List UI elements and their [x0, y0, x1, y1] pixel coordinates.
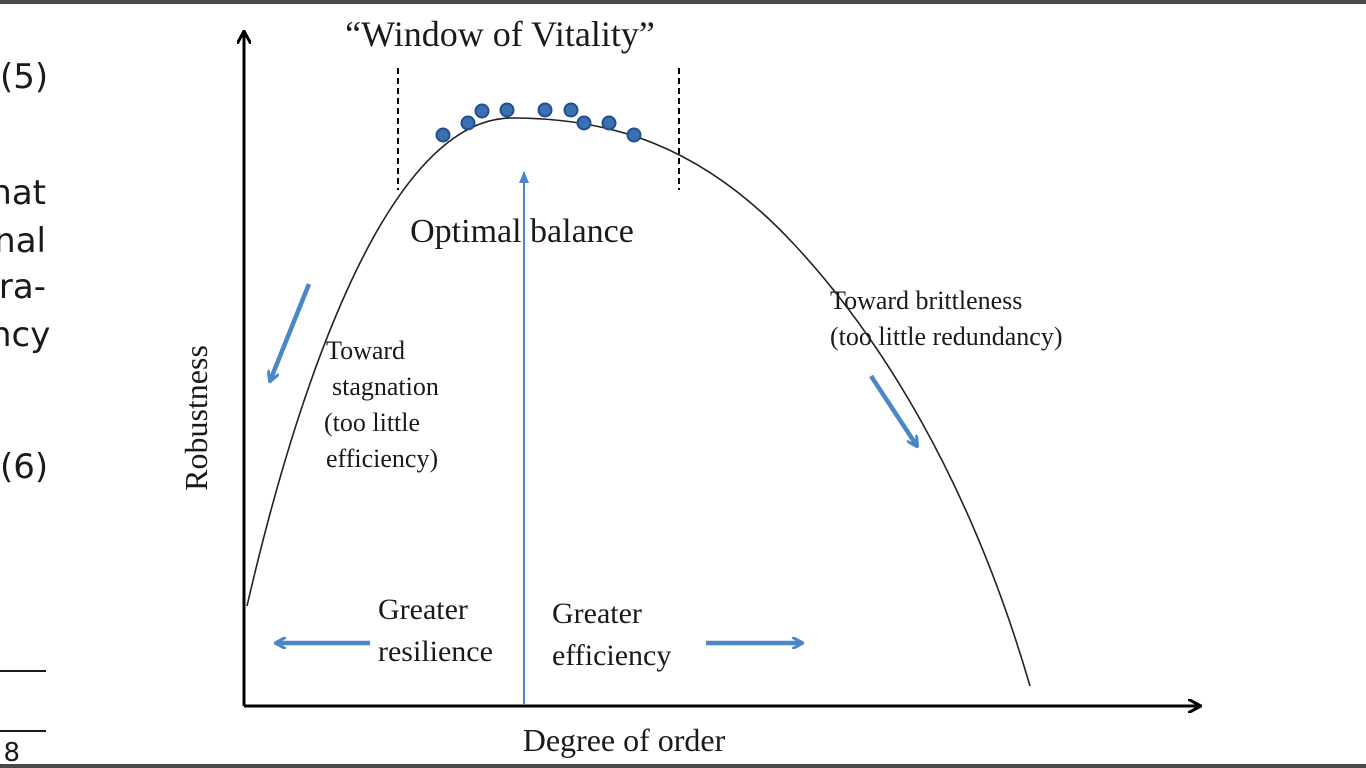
- vitality-dots: [435, 102, 642, 143]
- right-annotation-line-2: (too little redundancy): [830, 322, 1062, 351]
- bottom-border: [0, 764, 1366, 768]
- top-border: [0, 0, 1366, 4]
- right-annotation-line-1: Toward brittleness: [830, 286, 1022, 315]
- y-axis-label: Robustness: [178, 345, 214, 491]
- vitality-dot: [563, 102, 579, 118]
- left-annotation-line-4: efficiency): [326, 444, 438, 473]
- greater-resilience-label-2: resilience: [378, 635, 493, 668]
- footnote-rule-2: [0, 730, 46, 732]
- vitality-dot: [626, 127, 642, 143]
- optimal-balance-label: Optimal balance: [410, 213, 634, 250]
- cut-text-line-3: ra-: [0, 267, 46, 307]
- vitality-dot: [499, 102, 515, 118]
- vitality-dot: [435, 127, 451, 143]
- left-annotation-line-2: stagnation: [332, 372, 439, 401]
- page-number: 8: [3, 738, 20, 768]
- left-annotation-line-1: Toward: [326, 336, 405, 365]
- left-annotation-line-3: (too little: [324, 408, 420, 437]
- greater-efficiency-label-2: efficiency: [552, 639, 671, 672]
- equation-number-5: (5): [0, 57, 49, 97]
- toward-brittleness-arrow: [869, 374, 917, 446]
- vitality-dot: [601, 115, 617, 131]
- toward-stagnation-arrow: [270, 283, 312, 381]
- greater-resilience-label-1: Greater: [378, 593, 468, 626]
- vitality-dot: [474, 103, 490, 119]
- vitality-dot: [576, 115, 592, 131]
- cut-text-line-1: hat: [0, 173, 46, 213]
- diagram-title: “Window of Vitality”: [345, 14, 655, 54]
- x-axis-label: Degree of order: [523, 722, 726, 758]
- equation-number-6: (6): [0, 447, 49, 487]
- vitality-dot: [537, 102, 553, 118]
- cut-text-line-2: nal: [0, 221, 46, 261]
- footnote-rule-1: [0, 670, 46, 672]
- vitality-dot: [460, 115, 476, 131]
- cut-text-line-4: ncy: [0, 315, 51, 355]
- greater-efficiency-label-1: Greater: [552, 597, 642, 630]
